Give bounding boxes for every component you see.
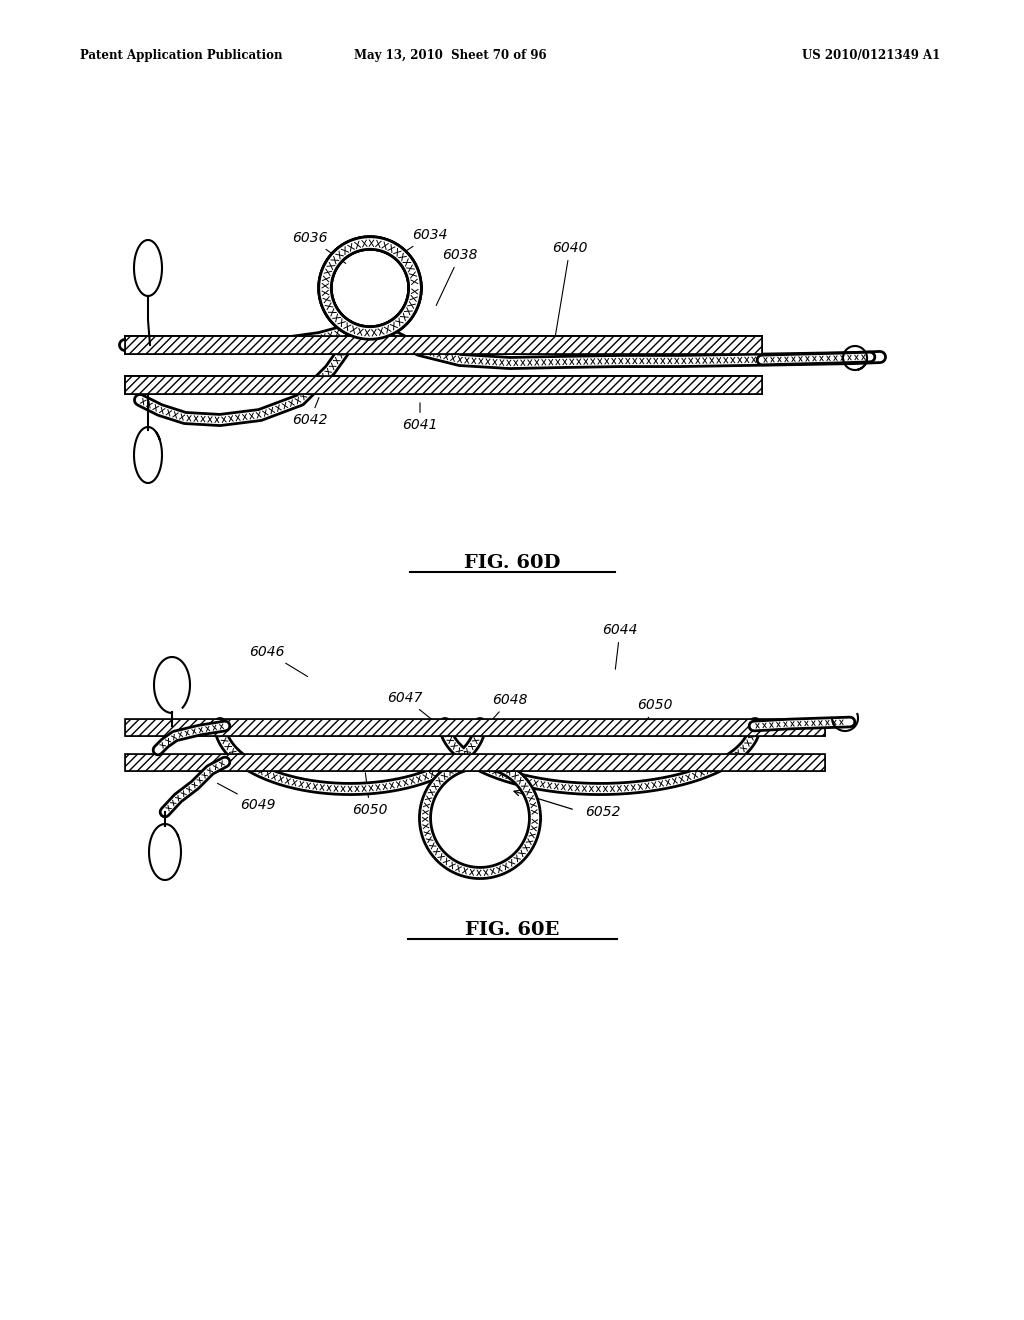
- Text: 6041: 6041: [402, 403, 437, 432]
- Text: 6036: 6036: [292, 231, 346, 264]
- Text: 6044: 6044: [602, 623, 638, 669]
- Bar: [125, 718, 825, 735]
- Text: 6046: 6046: [250, 645, 307, 677]
- Bar: [125, 337, 762, 354]
- Text: 6047: 6047: [387, 690, 433, 721]
- Bar: [125, 376, 762, 393]
- Text: FIG. 60D: FIG. 60D: [464, 554, 560, 572]
- Text: FIG. 60E: FIG. 60E: [465, 921, 559, 939]
- Text: 6050: 6050: [352, 772, 388, 817]
- Text: 6049: 6049: [217, 783, 275, 812]
- Text: 6038: 6038: [436, 248, 478, 305]
- Text: May 13, 2010  Sheet 70 of 96: May 13, 2010 Sheet 70 of 96: [353, 49, 547, 62]
- Bar: [125, 376, 762, 393]
- Bar: [125, 376, 762, 393]
- Text: 6034: 6034: [402, 228, 447, 253]
- Text: 6042: 6042: [292, 397, 328, 426]
- Text: Patent Application Publication: Patent Application Publication: [80, 49, 283, 62]
- Text: US 2010/0121349 A1: US 2010/0121349 A1: [802, 49, 940, 62]
- Bar: [125, 754, 825, 771]
- Bar: [125, 337, 762, 354]
- Text: 6052: 6052: [585, 805, 621, 818]
- Bar: [125, 337, 762, 354]
- Bar: [125, 337, 762, 354]
- Text: 6050: 6050: [637, 698, 673, 722]
- Bar: [125, 376, 762, 393]
- Bar: [125, 337, 762, 354]
- Bar: [125, 337, 762, 354]
- Text: 6040: 6040: [552, 242, 588, 335]
- Bar: [125, 376, 762, 393]
- Text: 6048: 6048: [492, 693, 527, 719]
- Bar: [125, 718, 825, 735]
- Bar: [125, 376, 762, 393]
- Bar: [125, 754, 825, 771]
